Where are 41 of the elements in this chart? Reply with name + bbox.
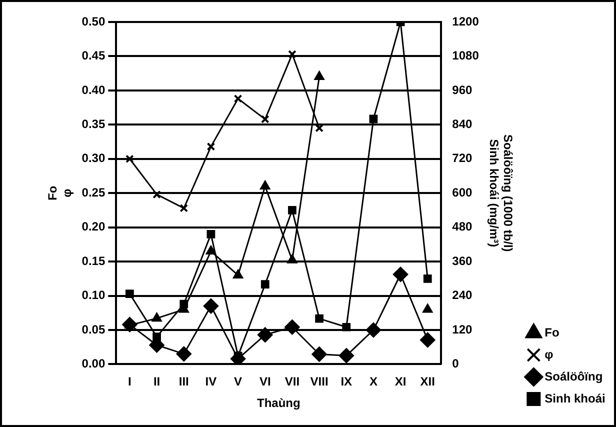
x-tick-label: XI [394,374,406,389]
y-tick-label: 0.05 [82,322,106,336]
y-tick-label: 0.20 [82,220,106,234]
x-tick-label: VII [284,374,300,389]
y-tick-label: 0.35 [82,116,106,131]
y2-tick-label: 600 [452,185,473,200]
legend-label: φ [544,347,554,362]
y-tick-label: 0.40 [82,82,106,97]
y2-tick-label: 1080 [452,48,480,63]
x-tick-label: XII [420,374,435,389]
y-tick-label: 0.10 [82,288,106,302]
legend-label: Sinh khoái [544,391,606,406]
y2-tick-label: 360 [452,254,473,268]
x-tick-label: IV [205,374,217,389]
y-tick-label: 0.00 [82,356,106,371]
x-tick-label: VI [259,374,271,389]
legend-label: Soálöôïng [544,369,603,384]
y2-tick-label: 1200 [452,14,480,28]
x-tick-label: II [153,374,160,389]
y2-tick-label: 840 [452,116,473,131]
y-tick-label: 0.15 [82,254,106,268]
y2-tick-label: 120 [452,322,473,336]
y2-tick-label: 0 [452,356,460,371]
x-tick-label: IX [340,374,352,389]
y2-tick-label: 480 [452,220,473,234]
y2-axis-title: Soálöôïng (1000 tb/l) Sinh khoái (mg/m³) [486,134,516,252]
x-tick-label: I [128,374,132,389]
y2-tick-label: 720 [452,151,473,166]
y-tick-label: 0.45 [82,48,106,63]
y-tick-label: 0.50 [82,14,106,28]
x-tick-label: V [234,374,242,389]
y-tick-label: 0.30 [82,151,106,166]
legend-label: Fo [544,325,560,340]
y-axis-title: Fo φ [46,186,74,200]
y-tick-label: 0.25 [82,185,106,200]
x-tick-label: VIII [310,374,328,389]
y2-tick-label: 960 [452,82,473,97]
y2-tick-label: 240 [452,288,473,302]
x-axis-title: Thaùng [257,396,300,410]
x-tick-label: III [178,374,189,389]
x-tick-label: X [369,374,378,389]
